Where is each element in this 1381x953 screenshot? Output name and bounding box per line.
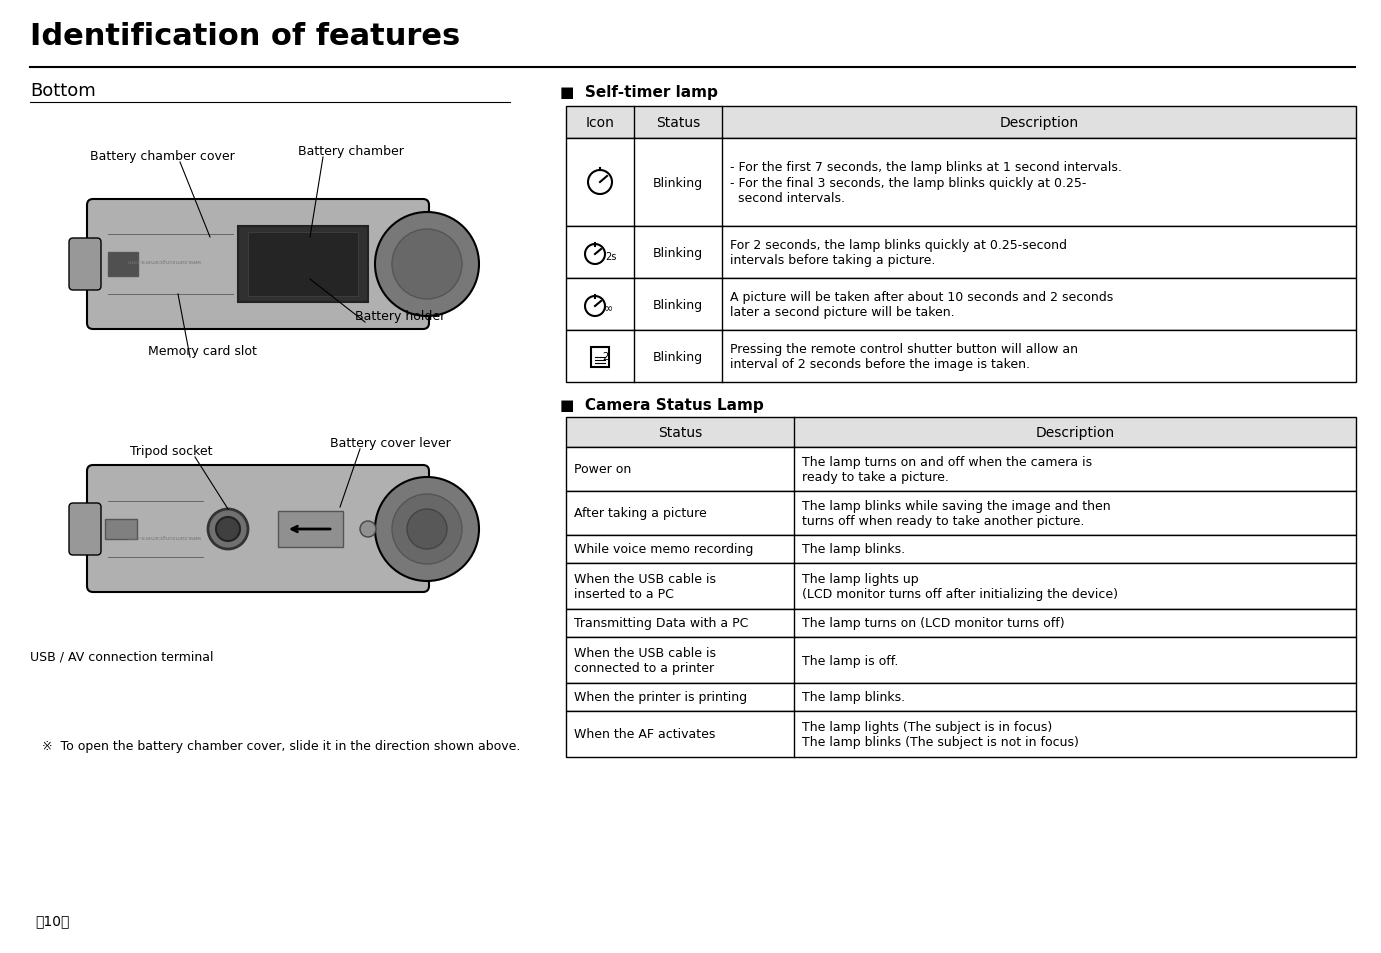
- Text: The lamp blinks.: The lamp blinks.: [802, 691, 905, 703]
- Text: The lamp blinks while saving the image and then
turns off when ready to take ano: The lamp blinks while saving the image a…: [802, 499, 1110, 527]
- Text: Description: Description: [1000, 116, 1079, 130]
- Text: Status: Status: [657, 426, 702, 439]
- Text: Transmitting Data with a PC: Transmitting Data with a PC: [574, 617, 749, 630]
- Text: The lamp lights (The subject is in focus)
The lamp blinks (The subject is not in: The lamp lights (The subject is in focus…: [802, 720, 1079, 748]
- Text: The lamp blinks.: The lamp blinks.: [802, 543, 905, 556]
- Text: After taking a picture: After taking a picture: [574, 507, 707, 520]
- Bar: [566, 417, 1356, 448]
- Text: Power on: Power on: [574, 463, 631, 476]
- Bar: [566, 278, 1356, 331]
- Text: The lamp turns on (LCD monitor turns off): The lamp turns on (LCD monitor turns off…: [802, 617, 1065, 630]
- Text: ※  To open the battery chamber cover, slide it in the direction shown above.: ※ To open the battery chamber cover, sli…: [41, 740, 521, 752]
- Text: Blinking: Blinking: [653, 246, 703, 259]
- Bar: [566, 107, 1356, 139]
- FancyBboxPatch shape: [87, 465, 429, 593]
- Bar: [105, 519, 137, 539]
- Text: Identification of features: Identification of features: [30, 22, 460, 51]
- Text: ■  Self-timer lamp: ■ Self-timer lamp: [561, 85, 718, 100]
- Circle shape: [392, 495, 463, 564]
- Text: Tripod socket: Tripod socket: [130, 444, 213, 457]
- Text: Battery chamber: Battery chamber: [298, 145, 403, 158]
- Text: Battery holder: Battery holder: [355, 310, 445, 323]
- Bar: [566, 227, 1356, 278]
- Text: USB / AV connection terminal: USB / AV connection terminal: [30, 649, 214, 662]
- Text: Blinking: Blinking: [653, 176, 703, 190]
- Circle shape: [360, 521, 376, 537]
- FancyBboxPatch shape: [69, 503, 101, 556]
- Text: For 2 seconds, the lamp blinks quickly at 0.25-second
intervals before taking a : For 2 seconds, the lamp blinks quickly a…: [731, 239, 1068, 267]
- Bar: [566, 609, 1356, 638]
- Text: Pressing the remote control shutter button will allow an
interval of 2 seconds b: Pressing the remote control shutter butt…: [731, 343, 1079, 371]
- Bar: [566, 448, 1356, 492]
- Circle shape: [215, 517, 240, 541]
- Bar: [566, 638, 1356, 683]
- Text: Memory card slot: Memory card slot: [148, 345, 257, 357]
- Text: The lamp turns on and off when the camera is
ready to take a picture.: The lamp turns on and off when the camer…: [802, 456, 1092, 483]
- Bar: [566, 536, 1356, 563]
- Text: While voice memo recording: While voice memo recording: [574, 543, 754, 556]
- Bar: [278, 512, 342, 547]
- Text: - For the first 7 seconds, the lamp blinks at 1 second intervals.
- For the fina: - For the first 7 seconds, the lamp blin…: [731, 161, 1121, 204]
- Bar: [566, 417, 1356, 448]
- Circle shape: [209, 510, 249, 550]
- Text: 2: 2: [602, 352, 608, 361]
- Text: Battery cover lever: Battery cover lever: [330, 436, 450, 450]
- Bar: [566, 711, 1356, 758]
- Text: Blinking: Blinking: [653, 350, 703, 363]
- Circle shape: [116, 257, 130, 272]
- Circle shape: [407, 510, 447, 550]
- Text: Blinking: Blinking: [653, 298, 703, 312]
- Bar: [566, 683, 1356, 711]
- Circle shape: [392, 230, 463, 299]
- Bar: [566, 563, 1356, 609]
- Bar: [249, 233, 358, 296]
- FancyBboxPatch shape: [69, 239, 101, 291]
- Bar: [566, 331, 1356, 382]
- Text: The lamp is off.: The lamp is off.: [802, 654, 899, 667]
- Text: Bottom: Bottom: [30, 82, 95, 100]
- Text: Battery chamber cover: Battery chamber cover: [90, 150, 235, 163]
- Text: www.samsungcamera.com: www.samsungcamera.com: [126, 533, 200, 537]
- Bar: [108, 253, 138, 276]
- Text: www.samsungcamera.com: www.samsungcamera.com: [126, 258, 200, 263]
- Circle shape: [376, 213, 479, 316]
- Circle shape: [376, 477, 479, 581]
- Text: When the AF activates: When the AF activates: [574, 728, 715, 740]
- Bar: [566, 139, 1356, 227]
- Text: Icon: Icon: [586, 116, 615, 130]
- Text: 【10】: 【10】: [35, 913, 69, 927]
- Bar: [238, 227, 367, 303]
- Text: A picture will be taken after about 10 seconds and 2 seconds
later a second pict: A picture will be taken after about 10 s…: [731, 291, 1113, 318]
- Bar: [566, 492, 1356, 536]
- Text: When the printer is printing: When the printer is printing: [574, 691, 747, 703]
- Bar: [566, 107, 1356, 139]
- Bar: [591, 348, 609, 368]
- Text: ■  Camera Status Lamp: ■ Camera Status Lamp: [561, 397, 764, 413]
- Text: The lamp lights up
(LCD monitor turns off after initializing the device): The lamp lights up (LCD monitor turns of…: [802, 573, 1119, 600]
- Text: Status: Status: [656, 116, 700, 130]
- Text: Description: Description: [1036, 426, 1114, 439]
- Text: When the USB cable is
connected to a printer: When the USB cable is connected to a pri…: [574, 646, 715, 675]
- FancyBboxPatch shape: [87, 200, 429, 330]
- Text: 2s: 2s: [605, 252, 616, 262]
- Text: When the USB cable is
inserted to a PC: When the USB cable is inserted to a PC: [574, 573, 715, 600]
- Text: ∞: ∞: [603, 304, 613, 314]
